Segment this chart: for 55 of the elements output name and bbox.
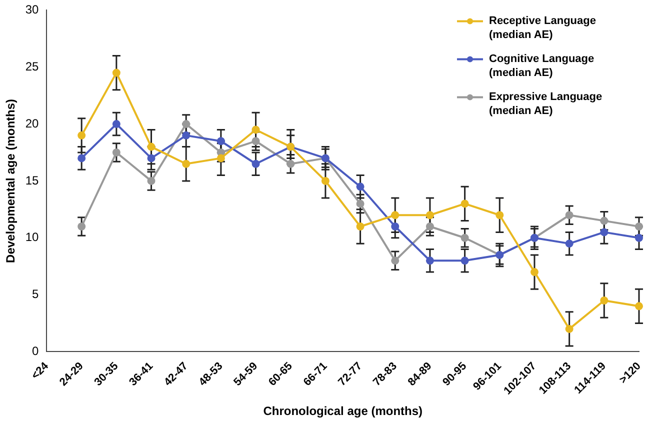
point	[252, 126, 260, 134]
point	[147, 176, 156, 185]
point	[426, 256, 434, 265]
point	[286, 160, 295, 168]
y-tick-label: 15	[25, 173, 40, 188]
point	[496, 211, 504, 220]
point	[635, 234, 643, 242]
point	[252, 160, 260, 168]
point	[391, 211, 400, 220]
point	[182, 120, 190, 128]
point	[635, 302, 643, 310]
point	[565, 324, 574, 333]
point	[182, 131, 190, 140]
x-tick-label: <24	[29, 360, 52, 382]
y-tick-label: 25	[25, 59, 40, 74]
point	[391, 222, 400, 230]
point	[460, 256, 469, 265]
point	[78, 222, 86, 230]
point	[182, 160, 190, 168]
point	[565, 211, 574, 220]
point	[600, 296, 608, 304]
point	[426, 211, 434, 220]
x-axis-title: Chronological age (months)	[263, 404, 423, 418]
legend-label: Expressive Language (median AE)	[489, 91, 602, 118]
point	[112, 68, 120, 77]
point	[147, 154, 156, 162]
point	[147, 142, 156, 151]
point	[600, 228, 608, 236]
point	[356, 182, 364, 191]
point	[252, 137, 260, 146]
y-tick-label: 5	[32, 287, 40, 302]
point	[565, 240, 574, 248]
y-tick-label: 20	[25, 116, 40, 130]
point	[78, 154, 86, 162]
y-axis-title: Developmental age (months)	[4, 98, 18, 263]
point	[78, 131, 86, 140]
point	[321, 176, 330, 185]
point	[356, 222, 364, 230]
y-tick-label: 30	[25, 2, 40, 17]
point	[426, 222, 434, 230]
point	[600, 216, 608, 225]
point	[460, 200, 469, 208]
point	[635, 222, 643, 230]
legend-label: Receptive Language (median AE)	[489, 15, 596, 42]
point	[112, 148, 120, 156]
y-tick-label: 0	[32, 344, 40, 358]
y-tick-label: 10	[25, 230, 40, 244]
point	[530, 268, 538, 276]
point	[112, 120, 120, 128]
point	[391, 256, 400, 265]
legend-label: Cognitive Language (median AE)	[489, 53, 594, 80]
point	[460, 234, 469, 242]
point	[216, 154, 225, 162]
point	[216, 137, 225, 146]
point	[356, 200, 364, 208]
